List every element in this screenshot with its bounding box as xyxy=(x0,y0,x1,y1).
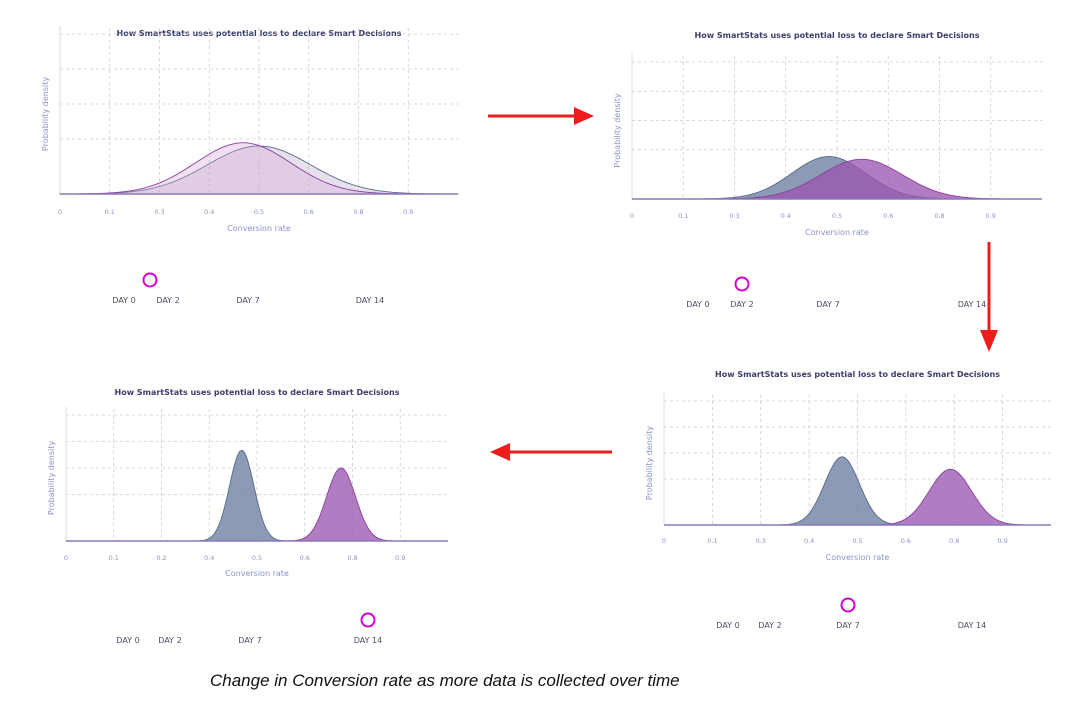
x-tick-label: 0.5 xyxy=(832,212,842,220)
slider-day-label: DAY 0 xyxy=(116,636,139,645)
slider-day-label: DAY 2 xyxy=(158,636,181,645)
x-tick-label: 0.6 xyxy=(304,208,314,216)
slider-day-label: DAY 2 xyxy=(156,296,179,305)
x-tick-label: 0.1 xyxy=(678,212,688,220)
x-axis-label: Conversion rate xyxy=(826,553,890,562)
y-axis-label: Probability density xyxy=(645,426,654,500)
slider-day-label: DAY 2 xyxy=(730,300,753,309)
x-tick-label: 0.6 xyxy=(901,537,911,545)
x-tick-label: 0.6 xyxy=(883,212,893,220)
day-slider-2[interactable]: DAY 0 DAY 2 DAY 7 DAY 14 xyxy=(682,272,986,316)
y-axis-label: Probability density xyxy=(613,93,622,167)
slider-day-label: DAY 14 xyxy=(958,300,986,309)
x-tick-label: 0.4 xyxy=(204,208,214,216)
slider-knob[interactable] xyxy=(734,276,750,292)
slider-knob[interactable] xyxy=(360,612,376,628)
x-tick-label: 0.4 xyxy=(204,554,214,562)
x-tick-label: 0.9 xyxy=(986,212,996,220)
x-tick-label: 0.5 xyxy=(852,537,862,545)
x-tick-label: 0.1 xyxy=(707,537,717,545)
x-tick-label: 0.8 xyxy=(347,554,357,562)
chart-svg: How SmartStats uses potential loss to de… xyxy=(645,370,1051,562)
chart-title: How SmartStats uses potential loss to de… xyxy=(115,388,400,397)
chart-title: How SmartStats uses potential loss to de… xyxy=(715,370,1000,379)
arrow-left-icon xyxy=(490,443,612,461)
x-tick-label: 0 xyxy=(58,208,62,216)
x-tick-label: 0.3 xyxy=(729,212,739,220)
day-slider-4[interactable]: DAY 0 DAY 2 DAY 7 DAY 14 xyxy=(112,608,397,652)
x-tick-label: 0.5 xyxy=(252,554,262,562)
x-tick-label: 0.9 xyxy=(395,554,405,562)
chart-svg: How SmartStats uses potential loss to de… xyxy=(41,26,459,233)
x-tick-label: 0.9 xyxy=(403,208,413,216)
x-tick-label: 0.9 xyxy=(997,537,1007,545)
slider-day-label: DAY 14 xyxy=(958,621,986,630)
slider-day-label: DAY 7 xyxy=(816,300,839,309)
x-tick-label: 0.5 xyxy=(254,208,264,216)
slider-day-label: DAY 0 xyxy=(716,621,739,630)
x-tick-label: 0.8 xyxy=(353,208,363,216)
slider-day-label: DAY 7 xyxy=(236,296,259,305)
x-axis-label: Conversion rate xyxy=(225,569,289,578)
x-axis-label: Conversion rate xyxy=(805,228,869,237)
chart-svg: How SmartStats uses potential loss to de… xyxy=(47,388,448,578)
x-tick-label: 0.8 xyxy=(934,212,944,220)
slider-day-label: DAY 7 xyxy=(836,621,859,630)
slider-day-label: DAY 14 xyxy=(354,636,382,645)
x-axis-label: Conversion rate xyxy=(227,224,291,233)
x-tick-label: 0.1 xyxy=(109,554,119,562)
slider-day-label: DAY 2 xyxy=(758,621,781,630)
chart-panel-2: How SmartStats uses potential loss to de… xyxy=(606,28,1046,243)
day-slider-1[interactable]: DAY 0 DAY 2 DAY 7 DAY 14 xyxy=(108,268,398,312)
slider-knob[interactable] xyxy=(840,597,856,613)
x-tick-label: 0.6 xyxy=(300,554,310,562)
x-tick-label: 0 xyxy=(64,554,68,562)
x-tick-label: 0 xyxy=(662,537,666,545)
x-tick-label: 0.2 xyxy=(156,554,166,562)
slider-knob[interactable] xyxy=(142,272,158,288)
day-slider-3[interactable]: DAY 0 DAY 2 DAY 7 DAY 14 xyxy=(712,593,997,637)
distribution-series-2 xyxy=(59,142,458,195)
y-axis-label: Probability density xyxy=(41,77,50,151)
arrow-right-icon xyxy=(488,107,594,125)
chart-panel-1: How SmartStats uses potential loss to de… xyxy=(38,26,463,241)
x-tick-label: 0.4 xyxy=(804,537,814,545)
chart-svg: How SmartStats uses potential loss to de… xyxy=(613,31,1042,237)
slider-day-label: DAY 14 xyxy=(356,296,384,305)
chart-title: How SmartStats uses potential loss to de… xyxy=(117,29,402,38)
x-tick-label: 0 xyxy=(630,212,634,220)
x-tick-label: 0.1 xyxy=(105,208,115,216)
x-tick-label: 0.3 xyxy=(756,537,766,545)
slider-day-label: DAY 0 xyxy=(112,296,135,305)
chart-panel-4: How SmartStats uses potential loss to de… xyxy=(44,385,464,585)
x-tick-label: 0.3 xyxy=(154,208,164,216)
chart-panel-3: How SmartStats uses potential loss to de… xyxy=(620,367,1055,567)
slider-day-label: DAY 7 xyxy=(238,636,261,645)
x-tick-label: 0.4 xyxy=(781,212,791,220)
chart-title: How SmartStats uses potential loss to de… xyxy=(695,31,980,40)
arrow-down-icon xyxy=(980,242,998,352)
figure-caption: Change in Conversion rate as more data i… xyxy=(210,671,680,690)
y-axis-label: Probability density xyxy=(47,441,56,515)
x-tick-label: 0.8 xyxy=(949,537,959,545)
slider-day-label: DAY 0 xyxy=(686,300,709,309)
